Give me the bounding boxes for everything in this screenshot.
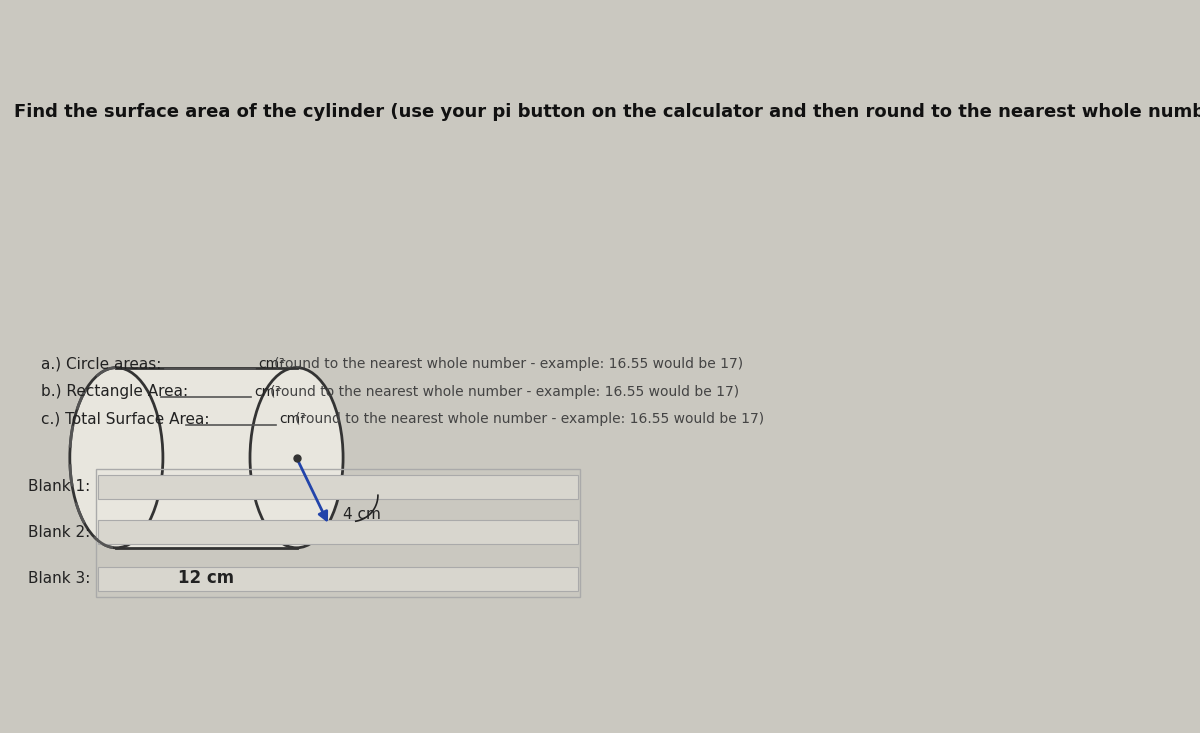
Bar <box>97 567 578 591</box>
Text: Blank 1:: Blank 1: <box>28 479 90 495</box>
Text: (round to the nearest whole number - example: 16.55 would be 17): (round to the nearest whole number - exa… <box>274 357 743 371</box>
Text: Find the surface area of the cylinder (use your pi button on the calculator and : Find the surface area of the cylinder (u… <box>13 103 1200 121</box>
Text: Blank 3:: Blank 3: <box>28 571 90 586</box>
Ellipse shape <box>70 368 163 548</box>
Text: cm²: cm² <box>280 413 306 427</box>
Bar <box>97 475 578 499</box>
Text: (round to the nearest whole number - example: 16.55 would be 17): (round to the nearest whole number - exa… <box>270 385 739 399</box>
Text: a.) Circle areas:: a.) Circle areas: <box>41 356 162 372</box>
Bar <box>97 520 578 544</box>
Text: cm²: cm² <box>254 385 281 399</box>
Text: (round to the nearest whole number - example: 16.55 would be 17): (round to the nearest whole number - exa… <box>295 413 764 427</box>
Text: 12 cm: 12 cm <box>179 569 234 587</box>
Text: 4 cm: 4 cm <box>343 507 380 521</box>
Text: c.) Total Surface Area:: c.) Total Surface Area: <box>41 412 210 427</box>
Bar <box>96 469 580 597</box>
Text: b.) Rectangle Area:: b.) Rectangle Area: <box>41 384 188 399</box>
Text: cm²: cm² <box>258 357 284 371</box>
Bar <box>116 368 296 548</box>
Ellipse shape <box>250 368 343 548</box>
Text: Blank 2:: Blank 2: <box>28 525 90 539</box>
